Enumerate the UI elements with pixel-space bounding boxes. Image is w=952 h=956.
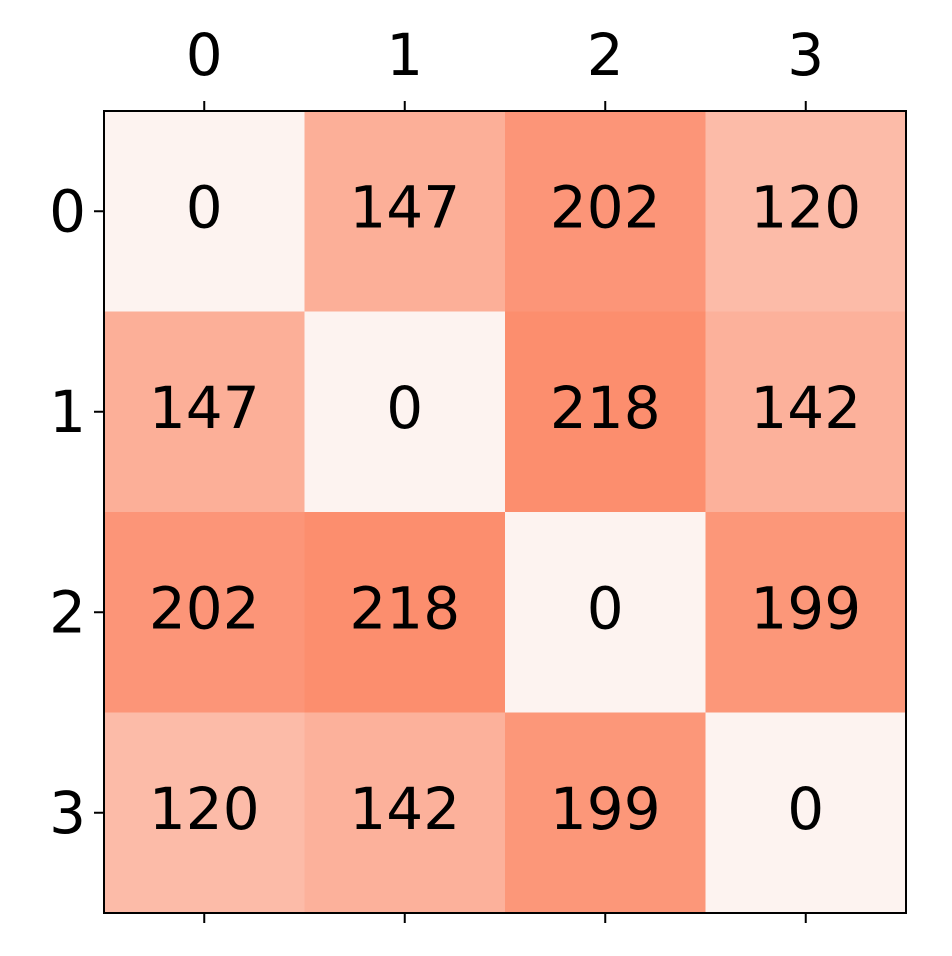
heatmap-cell — [304, 712, 506, 914]
y-tick-label: 1 — [49, 378, 86, 446]
cell-label: 120 — [750, 173, 861, 241]
heatmap-cell — [705, 111, 907, 312]
cell-label: 218 — [550, 374, 661, 442]
y-tick-label: 2 — [49, 578, 86, 646]
heatmap-cell — [304, 512, 506, 713]
heatmap-cell — [505, 111, 706, 312]
x-tick-label: 2 — [587, 21, 624, 89]
cell-label: 147 — [149, 374, 260, 442]
heatmap-cell — [104, 512, 305, 713]
heatmap-cell — [104, 311, 305, 513]
heatmap-cell — [304, 311, 506, 513]
heatmap-cell — [304, 111, 506, 312]
heatmap-cell — [104, 712, 305, 914]
heatmap-cell — [505, 712, 706, 914]
heatmap-cell — [104, 111, 305, 312]
cell-label: 120 — [149, 775, 260, 843]
plot-frame — [103, 110, 907, 914]
heatmap-cell — [705, 712, 907, 914]
cell-label: 147 — [349, 173, 460, 241]
y-tick-label: 0 — [49, 177, 86, 245]
heatmap-cell — [505, 311, 706, 513]
x-tick-label: 1 — [386, 21, 423, 89]
cell-label: 0 — [186, 173, 223, 241]
cell-label: 202 — [550, 173, 661, 241]
cell-label: 218 — [349, 574, 460, 642]
x-tick-label: 3 — [787, 21, 824, 89]
cell-label: 0 — [587, 574, 624, 642]
cell-label: 142 — [349, 775, 460, 843]
cell-label: 142 — [750, 374, 861, 442]
heatmap-cell — [505, 512, 706, 713]
cell-label: 199 — [750, 574, 861, 642]
y-tick-label: 3 — [49, 779, 86, 847]
x-tick-label: 0 — [186, 21, 223, 89]
cell-label: 202 — [149, 574, 260, 642]
cell-label: 199 — [550, 775, 661, 843]
heatmap-cell — [705, 512, 907, 713]
heatmap-cell — [705, 311, 907, 513]
cell-label: 0 — [787, 775, 824, 843]
cell-label: 0 — [386, 374, 423, 442]
